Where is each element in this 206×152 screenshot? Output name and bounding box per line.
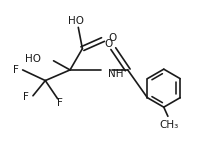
Text: HO: HO: [25, 54, 41, 64]
Text: O: O: [104, 39, 112, 49]
Text: HO: HO: [68, 16, 84, 26]
Text: F: F: [57, 98, 63, 108]
Text: F: F: [23, 92, 29, 102]
Text: O: O: [108, 33, 116, 43]
Text: CH₃: CH₃: [159, 120, 179, 130]
Text: F: F: [13, 65, 19, 75]
Text: NH: NH: [108, 69, 124, 79]
